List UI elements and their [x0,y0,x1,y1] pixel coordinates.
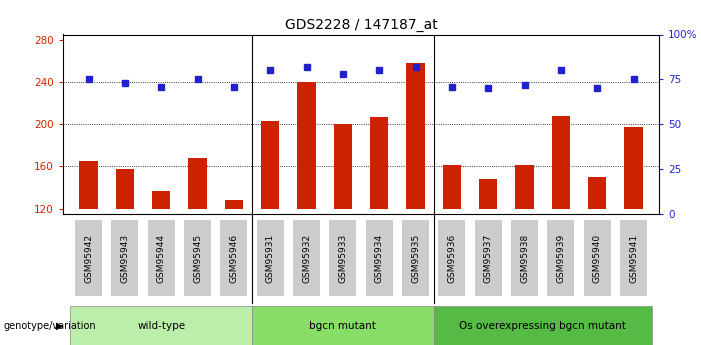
FancyBboxPatch shape [148,220,175,296]
Text: GSM95936: GSM95936 [447,234,456,283]
Title: GDS2228 / 147187_at: GDS2228 / 147187_at [285,18,437,32]
Bar [152,191,170,209]
Bar [297,82,315,209]
Bar [189,158,207,209]
Text: GSM95932: GSM95932 [302,234,311,283]
FancyBboxPatch shape [329,220,357,296]
Text: GSM95933: GSM95933 [339,234,348,283]
Text: bgcn mutant: bgcn mutant [309,321,376,331]
Bar [225,200,243,209]
Text: GSM95944: GSM95944 [157,234,165,283]
FancyBboxPatch shape [438,220,465,296]
Text: GSM95940: GSM95940 [592,234,601,283]
Text: GSM95938: GSM95938 [520,234,529,283]
Text: wild-type: wild-type [137,321,185,331]
Bar [79,161,97,209]
Text: GSM95946: GSM95946 [229,234,238,283]
FancyBboxPatch shape [257,220,284,296]
Bar [588,177,606,209]
Text: ▶: ▶ [56,321,64,331]
Bar [407,63,425,209]
FancyBboxPatch shape [75,220,102,296]
Text: GSM95935: GSM95935 [411,234,420,283]
FancyBboxPatch shape [111,220,139,296]
FancyBboxPatch shape [547,220,574,296]
Text: GSM95942: GSM95942 [84,234,93,283]
FancyBboxPatch shape [511,220,538,296]
FancyBboxPatch shape [620,220,647,296]
Bar [515,165,533,209]
Bar [552,116,570,209]
FancyBboxPatch shape [70,306,252,345]
FancyBboxPatch shape [434,306,652,345]
Bar [479,179,497,209]
FancyBboxPatch shape [252,306,434,345]
Text: GSM95937: GSM95937 [484,234,493,283]
FancyBboxPatch shape [583,220,611,296]
Bar [443,165,461,209]
FancyBboxPatch shape [365,220,393,296]
Bar [261,121,279,209]
Text: GSM95945: GSM95945 [193,234,202,283]
FancyBboxPatch shape [184,220,211,296]
Text: GSM95941: GSM95941 [629,234,638,283]
Bar [370,117,388,209]
Bar [625,127,643,209]
Text: GSM95931: GSM95931 [266,234,275,283]
Text: Os overexpressing bgcn mutant: Os overexpressing bgcn mutant [459,321,626,331]
Text: GSM95943: GSM95943 [121,234,130,283]
Text: GSM95939: GSM95939 [557,234,565,283]
Text: genotype/variation: genotype/variation [4,321,96,331]
FancyBboxPatch shape [293,220,320,296]
Text: GSM95934: GSM95934 [374,234,383,283]
FancyBboxPatch shape [220,220,247,296]
Bar [334,124,352,209]
FancyBboxPatch shape [475,220,502,296]
Bar [116,168,134,209]
FancyBboxPatch shape [402,220,429,296]
